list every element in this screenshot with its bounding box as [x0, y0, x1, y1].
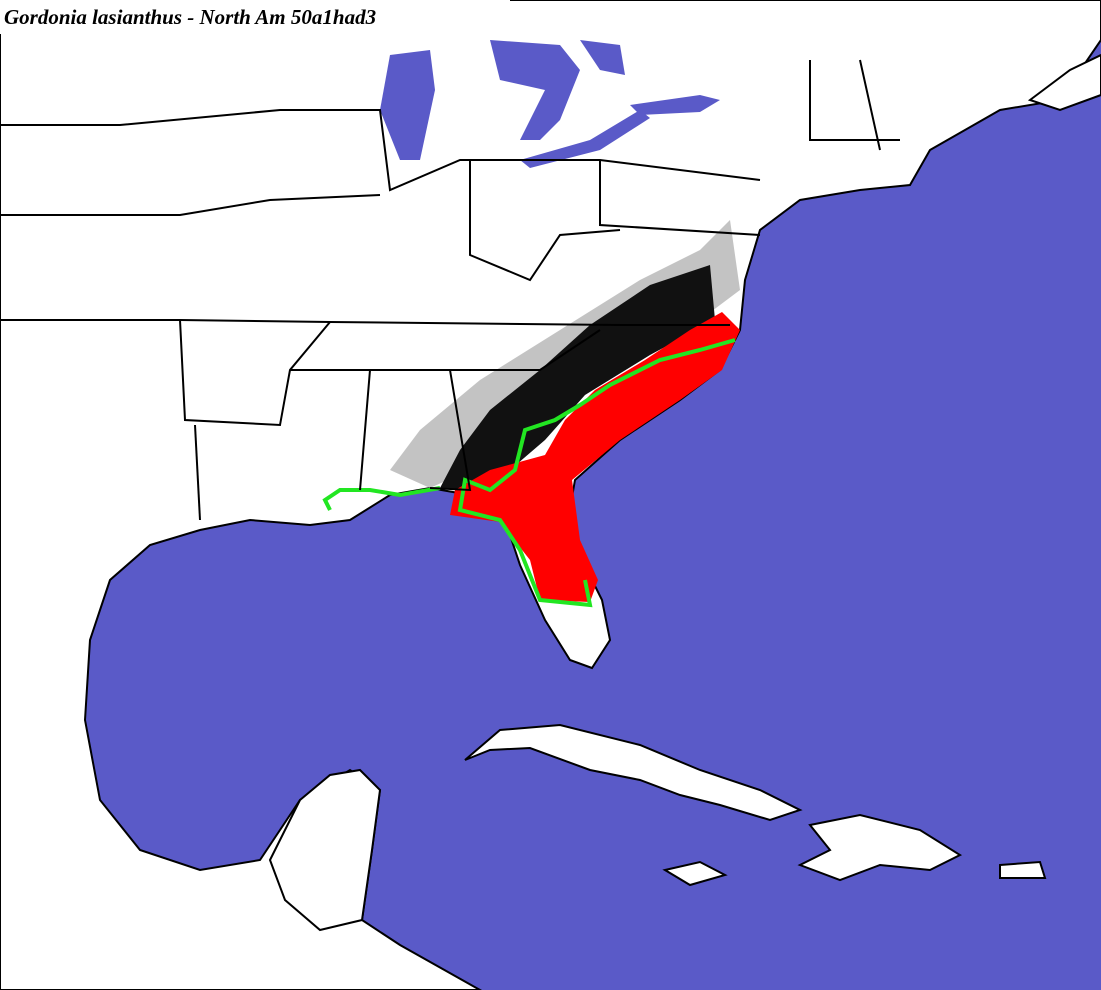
jamaica: [662, 860, 728, 887]
lake-erie: [520, 110, 650, 168]
puerto-rico: [999, 860, 1047, 879]
state-borders: [0, 59, 900, 521]
nova-scotia: [1027, 53, 1101, 112]
lake-top: [580, 40, 625, 75]
title-background: [0, 0, 510, 34]
hispaniola: [797, 813, 963, 882]
lake-ontario: [630, 95, 720, 115]
black-zone: [440, 265, 715, 490]
yucatan: [268, 768, 382, 932]
range-line: [322, 338, 736, 608]
map-title: Gordonia lasianthus - North Am 50a1had3: [4, 5, 376, 29]
lake-huron: [490, 40, 580, 140]
cuba: [464, 723, 803, 822]
lake-michigan: [380, 50, 435, 160]
red-zone: [450, 312, 740, 602]
